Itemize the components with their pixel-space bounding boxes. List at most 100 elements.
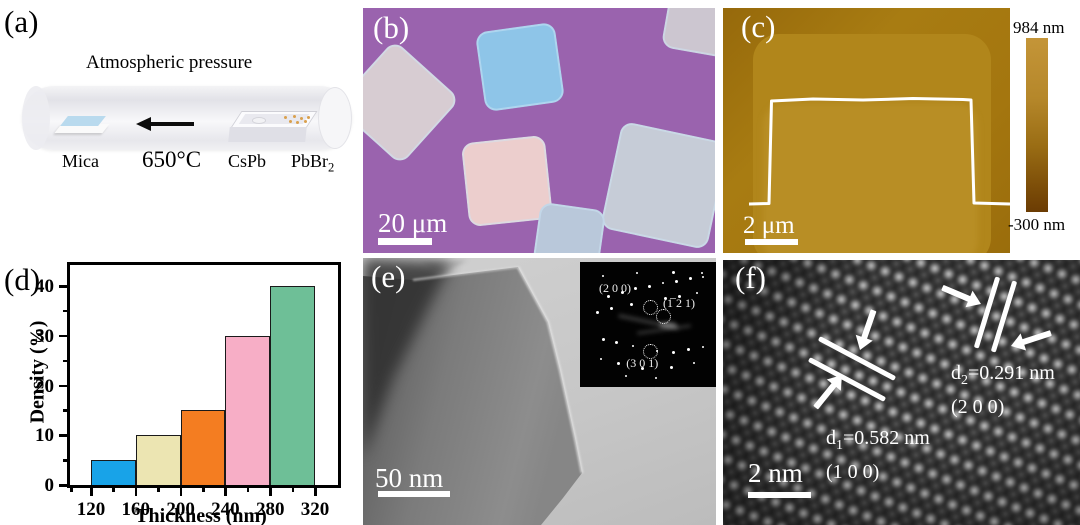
axis-tick	[59, 434, 67, 437]
panel-e: (e) (2 0 0) (1̅ 2 1) (3 0 1) 50 nm	[363, 258, 716, 525]
atmospheric-pressure-label: Atmospheric pressure	[86, 52, 253, 73]
indexed-spot-circle	[655, 308, 671, 324]
chart-plot-area	[67, 262, 341, 488]
diffraction-spot	[675, 279, 679, 283]
pbbr2-label-sub: 2	[328, 160, 335, 175]
mica-substrate-film	[60, 116, 106, 126]
diffraction-spot	[648, 284, 651, 288]
crystal-square	[474, 21, 566, 113]
saed-beam-glow	[658, 322, 677, 328]
panel-f: (f) d2=0.291 nm (2 0 0) d1=0.582 nm (1 0…	[723, 260, 1080, 525]
crystal-square	[660, 8, 715, 59]
axis-tick	[179, 488, 183, 496]
diffraction-spot	[607, 294, 611, 298]
panel-c-scalebar	[745, 239, 798, 245]
x-tick-label: 320	[300, 499, 330, 520]
panel-a-label: (a)	[4, 4, 39, 39]
diffraction-spot	[661, 282, 664, 284]
indexed-spot-circle	[643, 299, 659, 315]
axis-tick	[246, 488, 250, 492]
panel-b-scalebar	[378, 238, 432, 245]
flow-arrow-head-icon	[136, 117, 151, 131]
x-tick-label: 120	[76, 499, 106, 520]
density-bar	[270, 286, 315, 485]
diffraction-spot	[609, 307, 613, 310]
mica-label: Mica	[62, 151, 99, 171]
powder-speck	[289, 120, 292, 123]
diffraction-spot	[635, 272, 638, 274]
diffraction-spot	[687, 348, 691, 352]
d2-annotation: d2=0.291 nm (2 0 0)	[951, 360, 1055, 421]
tem-crystal	[363, 258, 584, 525]
panel-e-scalebar	[378, 491, 450, 497]
d2-plane: (2 0 0)	[951, 396, 1005, 418]
panel-c: (c) 2 μm	[723, 8, 1010, 253]
powder-speck	[296, 121, 299, 124]
diffraction-spot	[616, 362, 620, 365]
temperature-label: 650°C	[142, 147, 202, 172]
axis-tick	[202, 488, 205, 492]
panel-b-scalebar-text: 20 μm	[378, 208, 448, 238]
d2-value: d2=0.291 nm	[951, 362, 1055, 388]
pbbr2-label: PbBr2	[291, 152, 334, 174]
panel-d: (d) 120 160 200 240 280 320 0 10 20 30 40 Thicknes…	[0, 250, 360, 525]
density-bar	[135, 435, 181, 485]
y-tick-label: 10	[35, 425, 54, 447]
panel-f-scalebar	[748, 492, 811, 498]
diffraction-spot	[688, 277, 692, 280]
axis-tick	[59, 384, 67, 387]
diffraction-spot	[601, 338, 605, 342]
powder-speck	[300, 117, 303, 120]
indexed-spot-circle	[643, 343, 659, 359]
density-bar	[180, 410, 226, 485]
diffraction-spot	[669, 365, 673, 369]
lattice-vignette	[723, 260, 1080, 525]
crystal-square	[599, 120, 715, 250]
miller-index-label: (3 0 1)	[626, 356, 659, 370]
miller-index-label: (1̅ 2 1)	[662, 296, 695, 310]
powder-speck	[304, 120, 307, 123]
miller-index-label: (2 0 0)	[599, 281, 632, 295]
cspb-chunk	[252, 117, 266, 124]
powder-speck	[307, 116, 310, 119]
furnace-tube-left-end	[22, 86, 50, 150]
axis-tick	[291, 488, 295, 492]
diffraction-spot	[641, 367, 645, 370]
diffraction-spot	[600, 358, 603, 361]
diffraction-spot	[634, 287, 638, 290]
density-bar	[91, 460, 136, 485]
diffraction-spot	[677, 294, 681, 298]
axis-tick	[70, 488, 73, 492]
axis-tick	[157, 488, 160, 492]
diffraction-spot	[631, 344, 634, 347]
crystal-square	[531, 201, 607, 253]
d1-annotation: d1=0.582 nm (1 0 0)	[826, 425, 930, 486]
diffraction-spot	[654, 377, 657, 379]
afm-crystal-terrace	[763, 103, 978, 253]
colorbar-min-label: -300 nm	[1008, 215, 1066, 234]
y-tick-label: 0	[44, 475, 55, 496]
axis-tick	[59, 285, 67, 288]
diffraction-spot	[695, 292, 698, 294]
diffraction-spot	[624, 374, 627, 377]
furnace-tube-right-end	[318, 87, 352, 149]
diffraction-spot	[701, 272, 704, 274]
axis-tick	[224, 488, 227, 496]
diffraction-spot	[596, 310, 600, 314]
axis-tick	[134, 488, 138, 496]
panel-a: (a) Atmospheric pressure Mica 650°C CsPb…	[0, 0, 360, 250]
diffraction-spot	[664, 297, 668, 300]
panel-e-scalebar-text: 50 nm	[375, 463, 444, 493]
y-axis-title: Density (%)	[26, 320, 49, 424]
diffraction-spot	[601, 274, 604, 277]
panel-b-label: (b)	[373, 10, 410, 45]
density-bar	[225, 335, 271, 485]
diffraction-spot	[702, 275, 705, 278]
diffraction-spot	[672, 350, 676, 354]
flow-arrow-shaft	[150, 122, 194, 126]
precursor-boat-front	[228, 127, 307, 142]
axis-tick	[269, 488, 272, 496]
diffraction-spot	[615, 340, 619, 344]
pbbr2-powder	[284, 114, 310, 126]
